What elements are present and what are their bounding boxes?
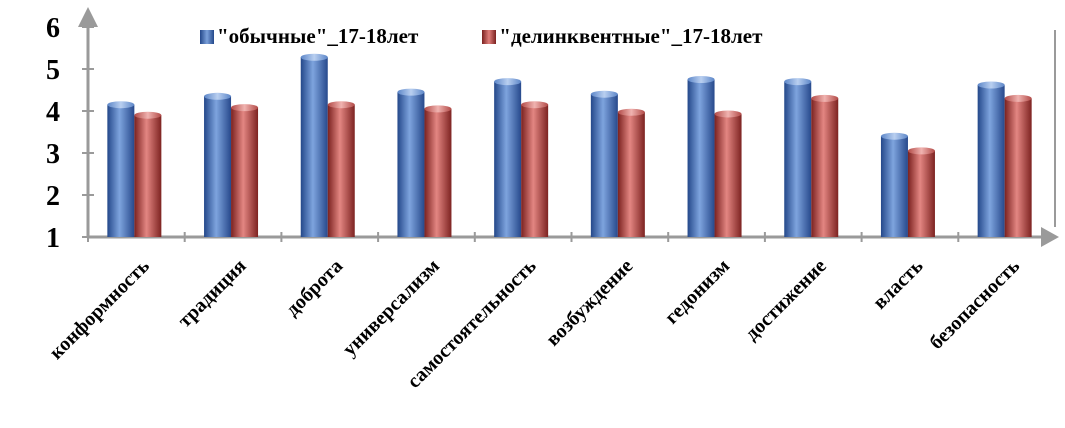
bar-series-2 <box>327 104 355 237</box>
bar-cap-series-2 <box>327 101 355 109</box>
bar-series-1 <box>204 96 232 237</box>
bar-series-2 <box>907 150 935 237</box>
bar-series-1 <box>977 84 1005 238</box>
bar-cap-series-2 <box>811 94 839 102</box>
bar-series-2 <box>231 107 259 237</box>
bar-cap-series-1 <box>590 90 618 98</box>
y-axis-arrow <box>78 7 98 27</box>
bar-series-1 <box>300 57 328 237</box>
bar-series-1 <box>880 136 908 237</box>
chart-legend: "обычные"_17-18лет "делинквентные"_17-18… <box>200 24 762 49</box>
bar-cap-series-2 <box>907 147 935 155</box>
bar-cap-series-2 <box>1004 94 1032 102</box>
bar-cap-series-2 <box>521 101 549 109</box>
bar-series-1 <box>590 94 618 237</box>
legend-item-series-2: "делинквентные"_17-18лет <box>482 24 762 49</box>
y-tick-label: 4 <box>46 97 60 128</box>
bar-series-1 <box>494 81 522 237</box>
bar-series-2 <box>811 98 839 238</box>
bar-series-2 <box>714 113 742 237</box>
x-category-label: безопасность <box>925 255 1024 354</box>
bar-cap-series-2 <box>134 111 162 119</box>
legend-label-series-2: "делинквентные"_17-18лет <box>499 24 763 48</box>
bar-cap-series-1 <box>687 76 715 83</box>
x-axis-arrow <box>1041 227 1059 247</box>
bar-cap-series-2 <box>714 110 742 118</box>
bar-cap-series-1 <box>397 88 425 96</box>
bar-cap-series-1 <box>784 78 812 86</box>
legend-item-series-1: "обычные"_17-18лет <box>200 24 418 49</box>
bar-cap-series-1 <box>880 132 908 140</box>
bar-cap-series-1 <box>107 101 135 109</box>
bar-cap-series-1 <box>300 53 328 61</box>
bar-series-2 <box>134 115 162 237</box>
bar-series-2 <box>521 104 549 237</box>
bar-series-1 <box>784 81 812 237</box>
x-category-label: универсализм <box>338 255 444 361</box>
bar-series-1 <box>107 104 135 237</box>
bar-series-1 <box>687 79 715 237</box>
y-tick-label: 2 <box>46 181 60 212</box>
y-tick-label: 6 <box>46 13 60 44</box>
x-category-label: власть <box>869 255 928 314</box>
x-category-label: доброта <box>281 255 347 321</box>
x-category-label: достижение <box>741 255 831 345</box>
bar-series-2 <box>617 112 645 237</box>
x-category-label: конформность <box>45 255 154 364</box>
y-tick-label: 1 <box>46 223 60 254</box>
x-category-label: возбуждение <box>542 255 638 351</box>
legend-label-series-1: "обычные"_17-18лет <box>217 24 419 48</box>
y-tick-label: 3 <box>46 139 60 170</box>
bar-series-1 <box>397 92 425 237</box>
legend-swatch-blue <box>200 29 214 44</box>
bar-cap-series-1 <box>204 92 232 100</box>
legend-swatch-red <box>482 29 497 44</box>
bar-cap-series-2 <box>617 108 645 116</box>
bar-cap-series-2 <box>231 104 259 112</box>
x-category-label: традиция <box>174 255 251 332</box>
bar-cap-series-1 <box>977 81 1005 89</box>
bar-series-2 <box>424 108 452 238</box>
bar-cap-series-2 <box>424 105 452 113</box>
bar-series-2 <box>1004 98 1032 238</box>
y-tick-label: 5 <box>46 55 60 86</box>
bar-cap-series-1 <box>494 78 522 86</box>
x-category-label: гедонизм <box>661 255 735 329</box>
